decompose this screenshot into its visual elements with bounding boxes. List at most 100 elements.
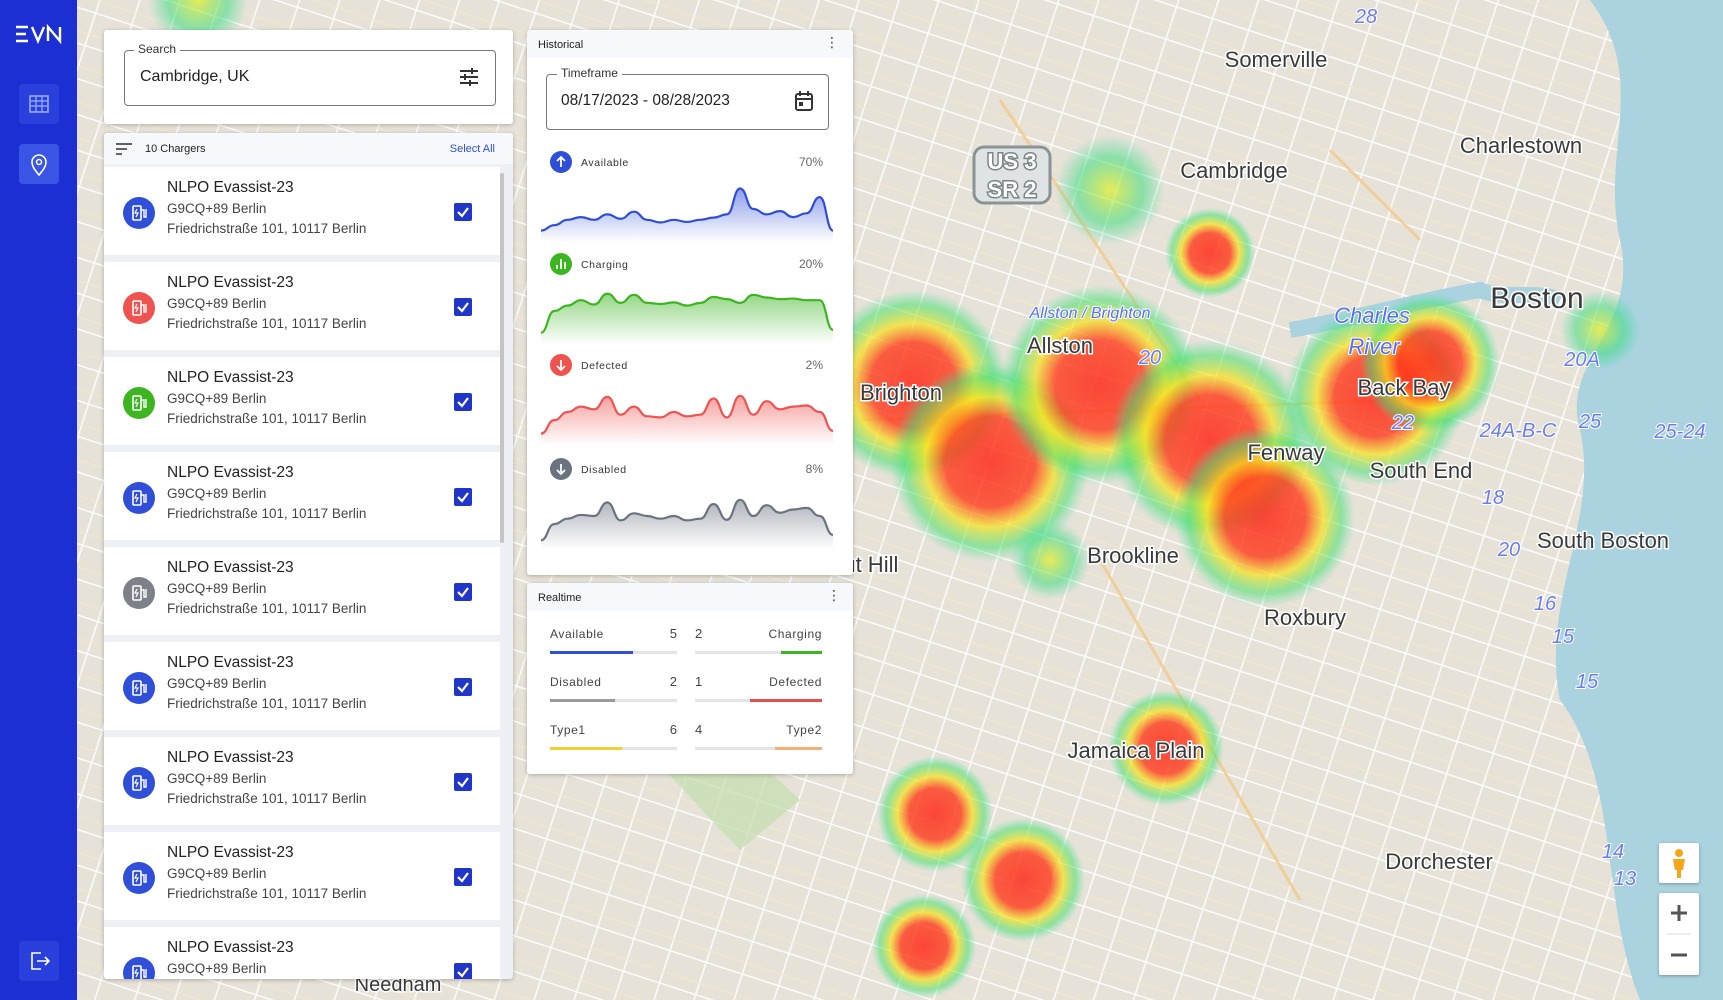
charger-address: Friedrichstraße 101, 10117 Berlin [167, 316, 367, 331]
stat-label: Charging [768, 627, 822, 641]
status-glyph [556, 259, 566, 269]
place-label: Boston [1490, 282, 1583, 315]
shield-label: SR 2 [988, 177, 1037, 202]
water-label: River [1348, 334, 1401, 359]
stat-value: 2 [669, 674, 677, 689]
stat-label: Defected [769, 675, 822, 689]
checkbox[interactable] [454, 488, 472, 506]
place-label: Roxbury [1264, 605, 1346, 630]
place-label: Brookline [1087, 543, 1179, 568]
stat-label: Type1 [550, 723, 586, 737]
place-label: Dorchester [1385, 849, 1493, 874]
logout-button[interactable] [19, 941, 59, 981]
select-all[interactable]: Select All [449, 143, 495, 155]
place-label: South End [1370, 458, 1473, 483]
table-button[interactable] [19, 84, 59, 124]
charger-address: Friedrichstraße 101, 10117 Berlin [167, 791, 367, 806]
historical-charts: Available 70% Charging 20% Defected 2% Disable… [540, 151, 834, 549]
checkbox[interactable] [454, 203, 472, 221]
chart-label: Charging [581, 259, 628, 271]
water-label: Charles [1334, 303, 1410, 328]
chart-label: Available [581, 157, 629, 169]
charger-list: 10 Chargers Select All NLPO Evassist-23 G… [104, 133, 513, 979]
charger-address: Friedrichstraße 101, 10117 Berlin [167, 411, 367, 426]
sparkline-area [541, 395, 833, 445]
route-label: 25 [1578, 411, 1602, 433]
menu-icon[interactable]: ⋮ [825, 34, 839, 50]
map-button[interactable] [19, 144, 59, 184]
charger-address: Friedrichstraße 101, 10117 Berlin [167, 696, 367, 711]
charger-code: G9CQ+89 Berlin [167, 961, 267, 976]
heatmap-blob [1560, 290, 1640, 370]
heatmap-blob [1175, 427, 1355, 607]
checkbox[interactable] [454, 393, 472, 411]
heatmap-blob [1108, 690, 1224, 806]
checkbox[interactable] [454, 583, 472, 601]
checkbox[interactable] [454, 298, 472, 316]
sparkline [540, 498, 834, 542]
stat-track [695, 747, 822, 750]
menu-icon[interactable]: ⋮ [827, 587, 841, 603]
historical-title: Historical [538, 39, 584, 51]
charger-name: NLPO Evassist-23 [167, 844, 294, 861]
heatmap-blob [1165, 208, 1255, 298]
timeframe-field[interactable] [546, 74, 829, 130]
search-field[interactable] [124, 50, 496, 106]
status-glyph [556, 360, 566, 372]
charger-icon [123, 957, 155, 979]
checkbox[interactable] [454, 963, 472, 979]
charger-name: NLPO Evassist-23 [167, 179, 294, 196]
search-card: Search Cambridge, UK [104, 30, 513, 124]
search-value: Cambridge, UK [140, 68, 250, 85]
chart-percent: 8% [806, 462, 824, 476]
stat-bar [550, 651, 633, 654]
scrollbar[interactable] [500, 173, 504, 543]
filter-icon[interactable] [458, 66, 480, 88]
calendar-icon[interactable] [794, 90, 814, 112]
charger-count: 10 Chargers [145, 143, 206, 155]
charger-icon [123, 197, 155, 229]
sort-icon[interactable] [116, 143, 132, 155]
sparkline-area [541, 499, 833, 549]
charger-name: NLPO Evassist-23 [167, 654, 294, 671]
stat-label: Type2 [786, 723, 822, 737]
sparkline-area [541, 188, 833, 242]
route-label: 24A-B-C [1479, 420, 1557, 442]
street-view[interactable] [1659, 843, 1699, 883]
heatmap-blob [961, 818, 1085, 942]
zoom-in[interactable] [1671, 905, 1687, 921]
checkbox[interactable] [454, 868, 472, 886]
water-label: Allston / Brighton [1029, 305, 1151, 322]
chart-label: Defected [581, 360, 628, 372]
charger-icon [123, 292, 155, 324]
place-label: Cambridge [1180, 158, 1288, 183]
charger-name: NLPO Evassist-23 [167, 274, 294, 291]
route-label: 20A [1563, 349, 1600, 371]
charger-address: Friedrichstraße 101, 10117 Berlin [167, 601, 367, 616]
route-label: 22 [1391, 412, 1414, 434]
heatmap-blob [877, 756, 993, 872]
place-label: Somerville [1225, 47, 1328, 72]
charger-address: Friedrichstraße 101, 10117 Berlin [167, 506, 367, 521]
place-label: South Boston [1537, 528, 1669, 553]
sidebar [0, 0, 77, 1000]
stat-value: 6 [669, 722, 677, 737]
historical-header [527, 30, 853, 58]
checkbox[interactable] [454, 678, 472, 696]
charger-name: NLPO Evassist-23 [167, 749, 294, 766]
timeframe-label: Timeframe [557, 66, 622, 80]
charger-icon [123, 672, 155, 704]
route-label: 20 [1138, 347, 1161, 369]
stat-value: 2 [695, 626, 703, 641]
checkbox[interactable] [454, 773, 472, 791]
stat-bar [749, 699, 822, 702]
